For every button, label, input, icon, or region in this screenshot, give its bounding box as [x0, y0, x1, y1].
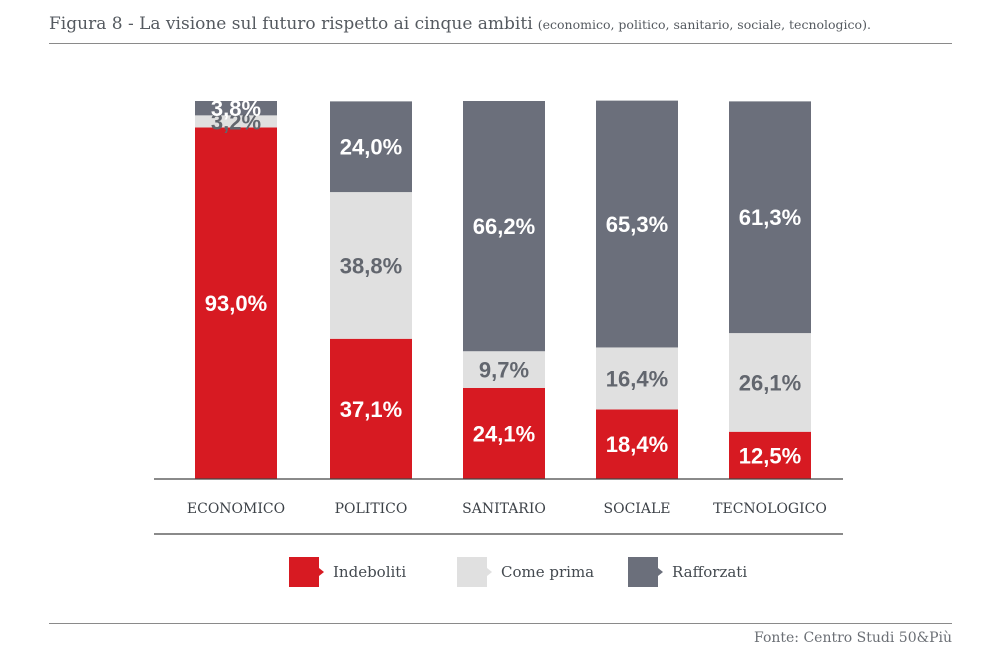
- data-label-sanitario-0: 24,1%: [473, 421, 535, 446]
- chart-title: Figura 8 - La visione sul futuro rispett…: [49, 14, 954, 34]
- bar-segment-tecnologico-0: [729, 431, 811, 479]
- data-label-economico-0: 93,0%: [205, 291, 267, 316]
- legend-label-indeboliti: Indeboliti: [333, 563, 407, 581]
- bar-segment-tecnologico-2: [729, 101, 811, 334]
- data-label-politico-1: 38,8%: [340, 253, 402, 278]
- data-label-tecnologico-1: 26,1%: [739, 370, 801, 395]
- bar-segment-politico-0: [330, 338, 412, 479]
- x-tick-label-sociale: SOCIALE: [604, 501, 671, 517]
- data-label-politico-2: 24,0%: [340, 135, 402, 160]
- title-divider: [49, 43, 952, 44]
- bar-segment-tecnologico-1: [729, 333, 811, 432]
- x-tick-label-politico: POLITICO: [335, 501, 408, 517]
- bar-segment-sociale-1: [596, 347, 678, 410]
- footer-divider: [49, 623, 952, 624]
- data-label-sociale-0: 18,4%: [606, 432, 668, 457]
- legend-swatch-indeboliti: [289, 557, 324, 587]
- legend-label-rafforzati: Rafforzati: [672, 563, 748, 581]
- data-label-sanitario-2: 66,2%: [473, 214, 535, 239]
- bar-segment-sociale-2: [596, 100, 678, 348]
- data-label-tecnologico-2: 61,3%: [739, 205, 801, 230]
- bar-segment-politico-2: [330, 101, 412, 193]
- data-label-politico-0: 37,1%: [340, 397, 402, 422]
- title-main: Figura 8 - La visione sul futuro rispett…: [49, 14, 533, 34]
- bar-segment-economico-1: [195, 115, 277, 128]
- data-label-tecnologico-0: 12,5%: [739, 443, 801, 468]
- legend: Indeboliti Come prima Rafforzati: [0, 556, 1000, 588]
- source-note: Fonte: Centro Studi 50&Più: [754, 630, 952, 646]
- data-label-economico-2: 3,8%: [211, 96, 261, 121]
- title-sub: (economico, politico, sanitario, sociale…: [537, 17, 871, 32]
- bar-segment-economico-2: [195, 101, 277, 116]
- bar-segment-politico-1: [330, 192, 412, 339]
- data-label-economico-1: 3,2%: [211, 109, 261, 134]
- legend-label-come-prima: Come prima: [501, 563, 595, 581]
- data-label-sociale-1: 16,4%: [606, 366, 668, 391]
- data-label-sanitario-1: 9,7%: [479, 358, 529, 383]
- legend-item-indeboliti: Indeboliti: [289, 556, 406, 588]
- bar-segment-sociale-0: [596, 409, 678, 479]
- legend-swatch-rafforzati: [628, 557, 663, 587]
- data-label-sociale-2: 65,3%: [606, 212, 668, 237]
- legend-item-rafforzati: Rafforzati: [628, 556, 747, 588]
- bar-segment-economico-0: [195, 127, 277, 480]
- bar-segment-sanitario-0: [463, 387, 545, 479]
- legend-item-come-prima: Come prima: [457, 556, 594, 588]
- x-tick-label-tecnologico: TECNOLOGICO: [713, 501, 827, 517]
- x-tick-label-economico: ECONOMICO: [187, 501, 285, 517]
- x-tick-label-sanitario: SANITARIO: [462, 501, 546, 517]
- bar-segment-sanitario-1: [463, 351, 545, 388]
- legend-swatch-come-prima: [457, 557, 492, 587]
- bar-segment-sanitario-2: [463, 101, 545, 352]
- stacked-bar-chart: 93,0% 3,2%3,8% ECONOMICO 37,1% 38,8% 24,0% POL…: [154, 96, 843, 535]
